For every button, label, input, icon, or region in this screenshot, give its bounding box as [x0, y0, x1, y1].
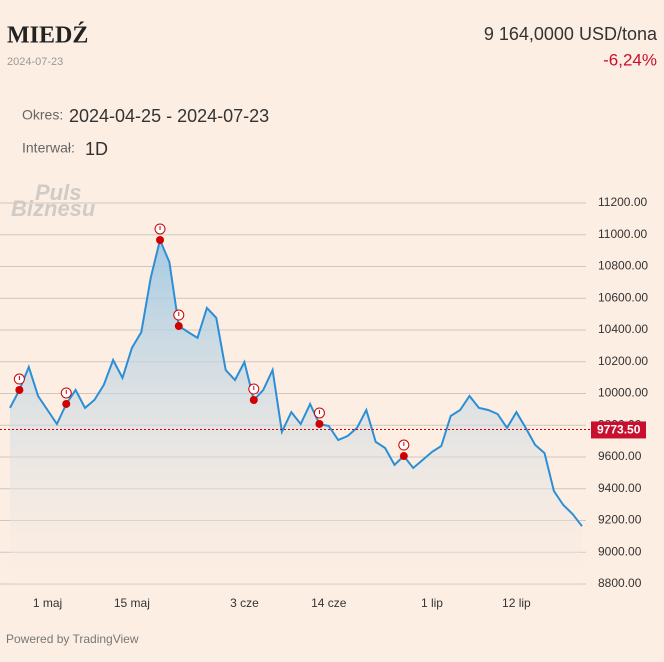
y-tick-label: 10600.00 [598, 290, 648, 304]
title: MIEDŹ [7, 23, 88, 49]
last-price-box [591, 421, 646, 439]
date: 2024-07-23 [7, 56, 63, 68]
event-marker [174, 322, 183, 331]
x-tick-label: 14 cze [311, 596, 347, 610]
y-tick-label: 11000.00 [598, 227, 647, 241]
y-tick-label: 10400.00 [598, 322, 648, 336]
y-tick-label: 10800.00 [598, 259, 648, 273]
event-marker [62, 399, 71, 408]
y-tick-label: 9000.00 [598, 544, 642, 558]
event-marker [315, 419, 324, 428]
y-tick-label: 8800.00 [598, 576, 642, 590]
change: -6,24% [603, 50, 657, 69]
last-price-label: 9773.50 [597, 423, 641, 437]
interval-label: Interwał: [22, 140, 75, 156]
y-tick-label: 10000.00 [598, 386, 648, 400]
period-label: Okres: [22, 107, 63, 123]
footer: Powered by TradingView [6, 632, 139, 646]
y-tick-label: 11200.00 [598, 195, 647, 209]
y-tick-label: 9400.00 [598, 481, 642, 495]
event-marker [249, 396, 258, 405]
price: 9 164,0000 USD/tona [484, 24, 658, 44]
event-marker [399, 452, 408, 461]
x-tick-label: 1 maj [33, 596, 62, 610]
event-marker [15, 386, 24, 395]
x-tick-label: 15 maj [114, 596, 150, 610]
watermark: Puls [35, 180, 81, 205]
y-tick-label: 10200.00 [598, 354, 648, 368]
y-tick-label: 9200.00 [598, 513, 642, 527]
period: 2024-04-25 - 2024-07-23 [69, 106, 269, 126]
watermark: Biznesu [11, 196, 96, 221]
interval: 1D [85, 139, 108, 159]
x-tick-label: 1 lip [421, 596, 443, 610]
y-tick-label: 9600.00 [598, 449, 642, 463]
line [9, 236, 583, 527]
x-tick-label: 12 lip [502, 596, 531, 610]
event-marker [156, 235, 165, 244]
area [10, 240, 582, 584]
x-tick-label: 3 cze [230, 596, 259, 610]
